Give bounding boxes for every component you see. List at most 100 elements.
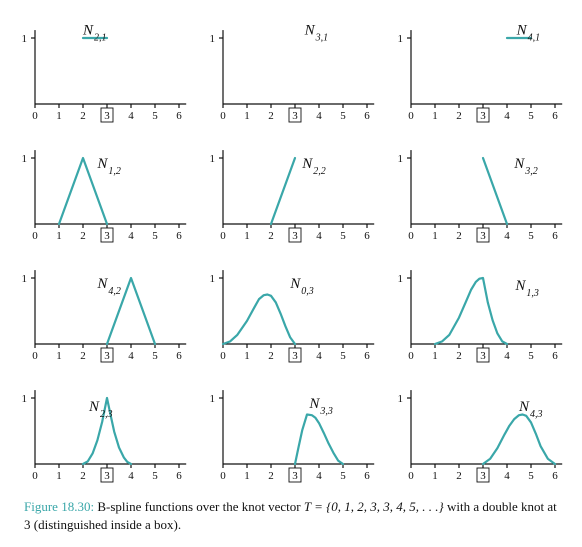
x-tick-label: 0 [32,350,38,362]
subplot-svg: 1 0 1 2 3 4 5 6 N0,3 [201,254,381,364]
x-tick-label: 0 [408,110,414,122]
x-tick-label: 3 [480,110,486,122]
x-tick-label: 4 [316,110,322,122]
x-tick-label: 1 [432,230,438,242]
series-label: N3,3 [308,396,333,417]
series-label: N1,2 [96,156,121,177]
x-tick-label: 6 [364,350,370,362]
y-tick-label: 1 [22,273,28,285]
x-tick-label: 6 [176,470,182,482]
x-tick-label: 0 [32,110,38,122]
x-tick-label: 5 [152,470,158,482]
x-tick-label: 0 [408,350,414,362]
y-tick-label: 1 [398,393,404,405]
x-tick-label: 4 [504,110,510,122]
x-tick-label: 4 [128,110,134,122]
x-tick-label: 0 [32,230,38,242]
x-tick-label: 3 [104,350,110,362]
x-tick-label: 5 [528,350,534,362]
x-tick-label: 1 [56,230,62,242]
x-tick-label: 3 [292,110,298,122]
x-tick-label: 1 [244,350,250,362]
x-tick-label: 2 [268,110,274,122]
subplot: 10123456N3,3 [201,374,381,484]
x-tick-label: 1 [56,470,62,482]
subplot-svg: 10123456N3,3 [201,374,381,484]
series-label: N4,2 [96,276,121,297]
series-label: N1,3 [514,278,539,299]
subplot-svg: 10123456N3,1 [201,14,381,124]
x-tick-label: 2 [80,110,86,122]
x-tick-label: 5 [152,230,158,242]
subplot-svg: 10123456N2,1 [13,14,193,124]
subplot: 10123456N4,1 [389,14,569,124]
spline-curve [483,415,555,465]
x-tick-label: 5 [152,350,158,362]
subplot: 10123456N2,3 [13,374,193,484]
series-label: N0,3 [289,276,314,297]
x-tick-label: 1 [432,350,438,362]
x-tick-label: 2 [456,470,462,482]
x-tick-label: 2 [456,350,462,362]
subplot-svg: 10123456N3,2 [389,134,569,244]
x-tick-label: 4 [128,470,134,482]
x-tick-label: 3 [292,350,298,362]
x-tick-label: 5 [528,230,534,242]
x-tick-label: 0 [220,230,226,242]
y-tick-label: 1 [22,33,28,45]
x-tick-label: 1 [432,110,438,122]
y-tick-label: 1 [22,393,28,405]
subplot: 10123456N2,1 [13,14,193,124]
x-tick-label: 6 [364,470,370,482]
x-tick-label: 1 [56,350,62,362]
x-tick-label: 4 [128,350,134,362]
y-tick-label: 1 [210,33,216,45]
series-label: N2,1 [82,23,107,44]
x-tick-label: 5 [528,470,534,482]
x-tick-label: 2 [268,350,274,362]
subplot-svg: 10123456N2,3 [13,374,193,484]
x-tick-label: 0 [220,470,226,482]
series-label: N3,2 [513,156,538,177]
x-tick-label: 6 [364,230,370,242]
x-tick-label: 5 [152,110,158,122]
x-tick-label: 0 [220,110,226,122]
subplot: 10123456N4,3 [389,374,569,484]
x-tick-label: 0 [408,230,414,242]
subplot: 10123456N3,2 [389,134,569,244]
x-tick-label: 3 [104,230,110,242]
x-tick-label: 4 [316,470,322,482]
x-tick-label: 3 [104,110,110,122]
y-tick-label: 1 [398,33,404,45]
x-tick-label: 0 [220,350,226,362]
subplot: 10123456N3,1 [201,14,381,124]
x-tick-label: 2 [268,230,274,242]
x-tick-label: 5 [340,470,346,482]
x-tick-label: 6 [552,110,558,122]
x-tick-label: 1 [244,230,250,242]
subplot-svg: 10123456N1,3 [389,254,569,364]
x-tick-label: 6 [176,350,182,362]
spline-curve [483,158,507,224]
x-tick-label: 1 [244,110,250,122]
x-tick-label: 2 [456,230,462,242]
x-tick-label: 4 [316,350,322,362]
x-tick-label: 2 [80,350,86,362]
x-tick-label: 6 [552,470,558,482]
x-tick-label: 5 [340,350,346,362]
spline-curve [271,158,295,224]
subplot-svg: 10123456N1,2 [13,134,193,244]
x-tick-label: 5 [340,110,346,122]
y-tick-label: 1 [210,273,216,285]
figure-label: Figure 18.30: [24,499,94,514]
x-tick-label: 4 [504,470,510,482]
series-label: N4,3 [518,399,543,420]
series-label: N2,2 [301,156,326,177]
subplot-svg: 10123456N4,1 [389,14,569,124]
subplot-svg: 10123456N4,3 [389,374,569,484]
x-tick-label: 3 [480,350,486,362]
x-tick-label: 4 [504,230,510,242]
subplot: 1 0 1 2 3 4 5 6 N4,2 [13,254,193,364]
x-tick-label: 6 [364,110,370,122]
x-tick-label: 3 [480,230,486,242]
